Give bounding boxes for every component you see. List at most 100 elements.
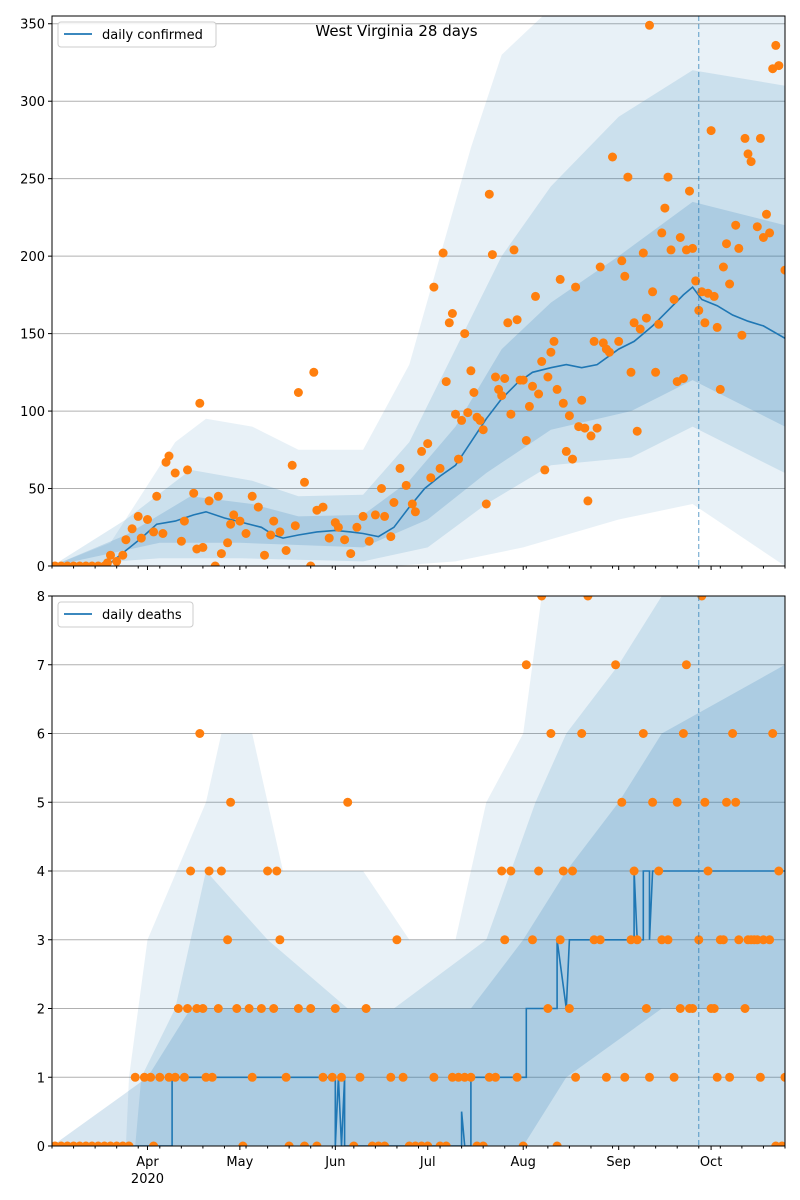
observed-point — [186, 866, 196, 876]
observed-point — [669, 295, 679, 304]
observed-point — [709, 1004, 719, 1013]
observed-point — [327, 1072, 337, 1082]
observed-point — [641, 313, 651, 323]
observed-point — [660, 203, 670, 213]
observed-point — [663, 172, 673, 182]
observed-point — [700, 318, 710, 328]
observed-point — [755, 133, 765, 143]
observed-point — [675, 233, 685, 242]
observed-point — [564, 1004, 574, 1013]
observed-point — [657, 935, 667, 945]
observed-point — [608, 152, 617, 162]
observed-point — [401, 480, 411, 490]
observed-point — [146, 1072, 156, 1082]
observed-point — [229, 510, 239, 520]
legend-box — [57, 601, 194, 628]
observed-point — [589, 336, 599, 346]
observed-point — [620, 271, 630, 281]
observed-point — [734, 243, 744, 253]
observed-point — [435, 463, 445, 473]
observed-point — [306, 1004, 316, 1013]
observed-point — [475, 415, 485, 425]
observed-point — [143, 515, 152, 524]
observed-point — [586, 431, 596, 441]
observed-point — [426, 473, 436, 483]
observed-point — [223, 538, 233, 548]
observed-point — [263, 866, 273, 876]
observed-point — [688, 243, 698, 253]
band-95-area — [52, 16, 785, 566]
observed-point — [176, 536, 186, 546]
observed-point — [718, 262, 728, 272]
observed-point — [260, 550, 269, 560]
observed-point — [198, 1004, 208, 1013]
observed-point — [595, 262, 605, 272]
y-tick-label: 7 — [37, 659, 45, 674]
y-tick-label: 8 — [37, 590, 45, 605]
observed-point — [617, 256, 627, 266]
observed-point — [718, 935, 728, 945]
observed-point — [638, 729, 648, 738]
observed-point — [213, 491, 223, 501]
observed-point — [306, 561, 316, 566]
observed-point — [632, 935, 642, 945]
observed-point — [546, 347, 556, 357]
observed-point — [620, 1072, 630, 1082]
observed-point — [204, 866, 214, 876]
observed-point — [272, 866, 282, 876]
observed-point — [346, 549, 356, 559]
observed-point — [595, 935, 605, 945]
observed-point — [722, 239, 731, 249]
observed-point — [410, 507, 420, 517]
observed-point — [558, 398, 568, 408]
y-tick-label: 200 — [20, 250, 45, 265]
band-80-area — [52, 70, 785, 566]
observed-point — [216, 549, 226, 559]
y-tick-label: 3 — [37, 934, 45, 949]
observed-point — [407, 499, 417, 509]
observed-point — [364, 536, 374, 546]
observed-point — [118, 550, 128, 560]
legend: daily confirmed — [57, 21, 217, 48]
observed-point — [318, 1072, 328, 1082]
observed-point — [552, 384, 562, 394]
observed-point — [500, 374, 510, 383]
observed-point — [758, 935, 768, 945]
observed-point — [275, 935, 285, 945]
observed-point — [765, 228, 775, 238]
observed-point — [715, 384, 725, 394]
observed-point — [149, 1141, 159, 1146]
observed-point — [491, 372, 500, 382]
x-tick-label: Jun — [324, 1155, 345, 1170]
observed-point — [454, 1072, 463, 1082]
observed-point — [657, 228, 667, 238]
observed-point — [355, 1072, 365, 1082]
observed-point — [139, 1072, 149, 1082]
chart-title: West Virginia 28 days — [315, 22, 477, 40]
observed-point — [558, 866, 568, 876]
observed-point — [170, 468, 180, 478]
observed-point — [183, 1004, 192, 1013]
observed-point — [626, 367, 636, 377]
observed-point — [623, 172, 633, 182]
observed-point — [669, 1072, 679, 1082]
observed-point — [583, 596, 593, 601]
observed-point — [765, 935, 775, 945]
observed-point — [164, 451, 174, 461]
observed-point — [158, 529, 168, 538]
observed-point — [398, 1072, 408, 1082]
observed-point — [136, 533, 146, 543]
observed-point — [170, 1072, 180, 1082]
observed-point — [518, 375, 528, 385]
observed-point — [731, 220, 741, 230]
observed-point — [497, 391, 507, 401]
deaths-panel: 0 1 2 3 4 5 6 7 8 Apr May Jun Jul Aug Sep Oct 2020 daily … — [37, 590, 786, 1187]
observed-point — [318, 502, 328, 512]
y-tick-label: 5 — [37, 796, 45, 811]
observed-point — [201, 1072, 211, 1082]
y-tick-label: 1 — [37, 1071, 45, 1086]
observed-point — [534, 389, 544, 399]
observed-point — [300, 1141, 309, 1146]
observed-point — [712, 322, 722, 332]
y-tick-label: 100 — [20, 405, 45, 420]
